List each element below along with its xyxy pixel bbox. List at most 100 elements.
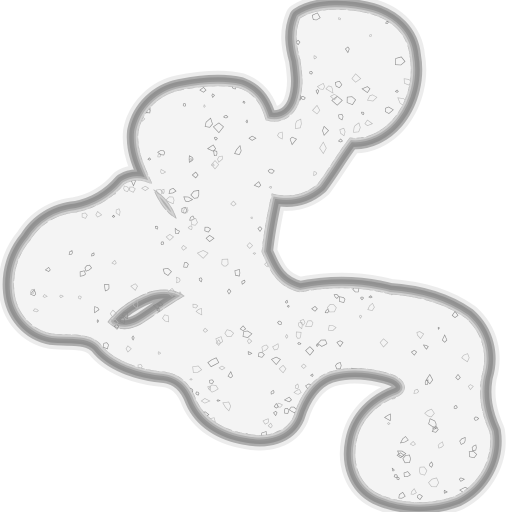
floor-speckle xyxy=(65,190,71,196)
floor-speckle xyxy=(468,451,478,459)
floor-speckle xyxy=(409,440,416,447)
floor-speckle xyxy=(474,23,478,28)
floor-speckle xyxy=(361,86,371,94)
floor-speckle xyxy=(280,244,287,251)
floor-speckle xyxy=(317,339,328,347)
floor-speckle xyxy=(96,42,102,47)
floor-speckle xyxy=(30,488,40,498)
floor-speckle xyxy=(118,43,124,49)
floor-speckle xyxy=(182,51,188,58)
floor-speckle xyxy=(473,416,480,421)
floor-speckle xyxy=(294,249,298,252)
floor-speckle xyxy=(39,378,44,383)
floor-speckle xyxy=(384,106,394,114)
floor-speckle xyxy=(367,302,375,311)
floor-speckle xyxy=(305,320,314,327)
floor-speckle xyxy=(387,422,391,426)
floor-speckle xyxy=(257,226,263,232)
floor-speckle xyxy=(213,150,218,157)
floor-speckle xyxy=(162,267,172,276)
floor-speckle xyxy=(30,404,36,411)
floor-speckle xyxy=(304,473,308,478)
floor-speckle xyxy=(157,149,166,156)
floor-speckle xyxy=(202,327,209,333)
floor-speckle xyxy=(45,193,53,201)
floor-speckle xyxy=(395,56,406,66)
floor-speckle xyxy=(138,392,142,397)
floor-speckle xyxy=(451,186,459,195)
floor-speckle xyxy=(247,351,253,355)
floor-speckle xyxy=(215,339,221,346)
floor-speckle xyxy=(221,258,229,267)
floor-speckle xyxy=(368,295,373,299)
floor-speckle xyxy=(428,418,437,430)
floor-speckle xyxy=(59,294,64,299)
floor-speckle xyxy=(487,26,491,31)
floor-speckle xyxy=(317,261,324,268)
floor-speckle xyxy=(289,263,296,268)
floor-speckle xyxy=(467,384,474,391)
floor-speckle xyxy=(103,399,113,408)
floor-speckle xyxy=(106,401,116,412)
floor-speckle xyxy=(387,159,391,164)
floor-speckle xyxy=(341,228,350,237)
floor-speckle xyxy=(171,413,177,420)
floor-speckle xyxy=(306,438,312,442)
floor-speckle xyxy=(117,57,123,65)
floor-speckle xyxy=(316,82,325,90)
floor-speckle xyxy=(403,471,411,478)
floor-speckle xyxy=(242,330,253,338)
floor-speckle xyxy=(357,387,364,397)
floor-speckle xyxy=(326,304,337,313)
floor-speckle xyxy=(79,270,86,277)
floor-speckle xyxy=(346,236,350,241)
floor-speckle xyxy=(147,157,152,161)
floor-speckle xyxy=(437,86,442,92)
floor-speckle xyxy=(210,61,216,67)
floor-speckle xyxy=(174,227,180,235)
floor-speckle xyxy=(472,45,481,53)
floor-speckle xyxy=(299,319,306,326)
floor-speckle xyxy=(455,374,461,381)
floor-speckle xyxy=(459,288,466,295)
floor-speckle xyxy=(172,474,179,480)
floor-speckle xyxy=(117,17,122,21)
floor-speckle xyxy=(257,9,261,13)
floor-speckle xyxy=(419,101,428,109)
floor-speckle xyxy=(131,335,135,341)
floor-speckle xyxy=(200,398,211,404)
floor-speckle xyxy=(102,342,109,350)
floor-speckle xyxy=(160,188,165,194)
floor-speckle xyxy=(364,191,375,198)
floor-speckle xyxy=(360,296,365,301)
floor-speckle xyxy=(187,225,193,230)
floor-speckle xyxy=(424,408,435,418)
floor-speckle xyxy=(19,418,24,426)
floor-speckle xyxy=(446,34,452,41)
floor-speckle xyxy=(410,488,417,495)
floor-speckle xyxy=(32,308,39,313)
floor-speckle xyxy=(480,51,488,60)
floor-speckle xyxy=(399,436,409,444)
floor-speckle xyxy=(261,344,269,353)
floor-speckle xyxy=(366,163,371,170)
floor-speckle xyxy=(154,14,160,20)
floor-speckle xyxy=(192,365,203,373)
floor-speckle xyxy=(60,419,67,425)
floor-speckle xyxy=(246,242,254,249)
floor-speckle xyxy=(379,338,389,348)
floor-speckle xyxy=(437,326,440,330)
floor-speckle xyxy=(140,499,152,503)
floor-speckle xyxy=(299,96,306,100)
floor-speckle xyxy=(120,468,130,477)
floor-speckle xyxy=(188,157,193,161)
floor-speckle xyxy=(123,185,130,192)
floor-speckle xyxy=(241,279,246,285)
floor-speckle xyxy=(192,303,199,309)
floor-speckle xyxy=(284,407,290,414)
floor-speckle xyxy=(160,474,164,480)
floor-speckle xyxy=(73,444,82,451)
floor-speckle xyxy=(438,117,445,124)
